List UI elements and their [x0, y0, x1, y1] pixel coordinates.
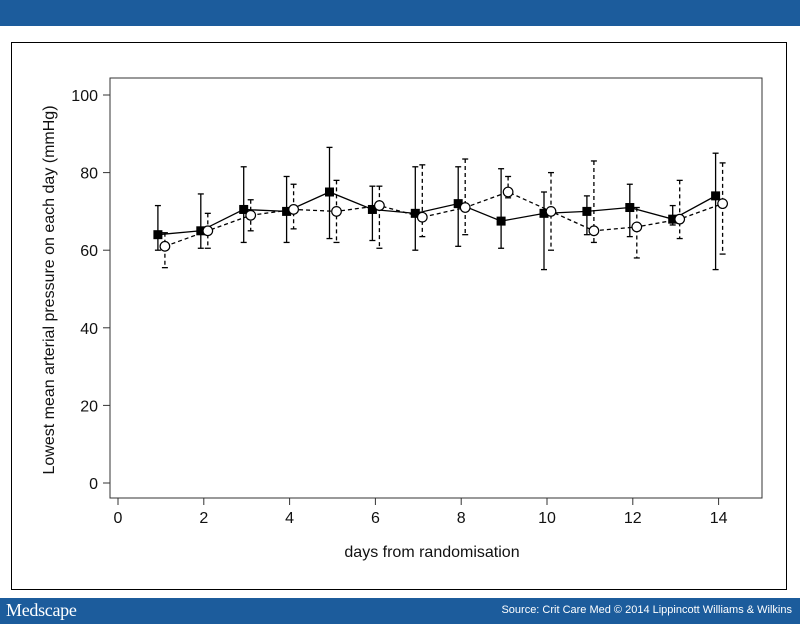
data-point-circle — [374, 200, 385, 211]
data-point-circle — [416, 211, 428, 223]
series-line — [157, 191, 716, 236]
data-point-square — [239, 204, 249, 214]
x-axis-title: days from randomisation — [344, 544, 519, 561]
medscape-logo[interactable]: Medscape — [6, 600, 77, 620]
data-point-square — [196, 226, 206, 236]
data-point-circle — [674, 213, 686, 225]
data-point-circle — [159, 240, 171, 252]
data-point-square — [410, 208, 420, 218]
data-point-square — [539, 208, 549, 218]
x-tick-label: 2 — [199, 510, 208, 527]
data-point-square — [367, 204, 377, 214]
data-point-circle — [245, 209, 257, 221]
y-axis-title: Lowest mean arterial pressure on each da… — [41, 105, 58, 474]
data-point-circle — [502, 186, 514, 198]
x-tick-label: 10 — [538, 510, 556, 527]
y-tick-label: 0 — [89, 476, 98, 493]
y-tick-label: 20 — [80, 398, 98, 415]
data-point-square — [711, 191, 721, 201]
bottom-banner: Medscape Source: Crit Care Med © 2014 Li… — [0, 598, 800, 624]
chart-axes: 0 2 4 6 8 10 12 14 0 20 40 60 80 100 — [71, 77, 763, 527]
x-tick-label: 4 — [285, 510, 294, 527]
plot-area-border — [109, 77, 763, 499]
x-tick-label: 8 — [457, 510, 466, 527]
data-point-circle — [331, 205, 342, 217]
x-tick-label: 0 — [114, 510, 123, 527]
y-tick-label: 60 — [80, 243, 98, 260]
x-tick-label: 6 — [371, 510, 380, 527]
data-point-circle — [459, 202, 471, 213]
y-tick-label: 80 — [80, 166, 98, 183]
x-tick-label: 12 — [624, 510, 642, 527]
data-point-circle — [545, 205, 557, 217]
data-point-square — [496, 216, 506, 226]
data-point-circle — [588, 225, 600, 237]
data-point-circle — [631, 221, 643, 233]
x-tick-label: 14 — [710, 510, 728, 527]
data-point-square — [668, 214, 678, 224]
series-line — [164, 191, 723, 247]
source-citation: Source: Crit Care Med © 2014 Lippincott … — [501, 604, 792, 616]
data-point-square — [582, 206, 592, 216]
series-markers — [153, 186, 728, 252]
top-banner — [0, 0, 800, 26]
data-point-square — [282, 206, 292, 216]
data-point-circle — [288, 204, 300, 215]
data-point-square — [625, 203, 635, 213]
data-point-square — [325, 187, 334, 197]
data-point-circle — [717, 198, 728, 210]
y-tick-label: 40 — [80, 321, 98, 338]
figure-frame — [11, 42, 787, 590]
data-point-square — [153, 230, 163, 240]
y-tick-label: 100 — [71, 88, 98, 105]
data-point-square — [453, 199, 463, 209]
series-lines — [157, 191, 723, 247]
data-point-circle — [202, 225, 214, 237]
